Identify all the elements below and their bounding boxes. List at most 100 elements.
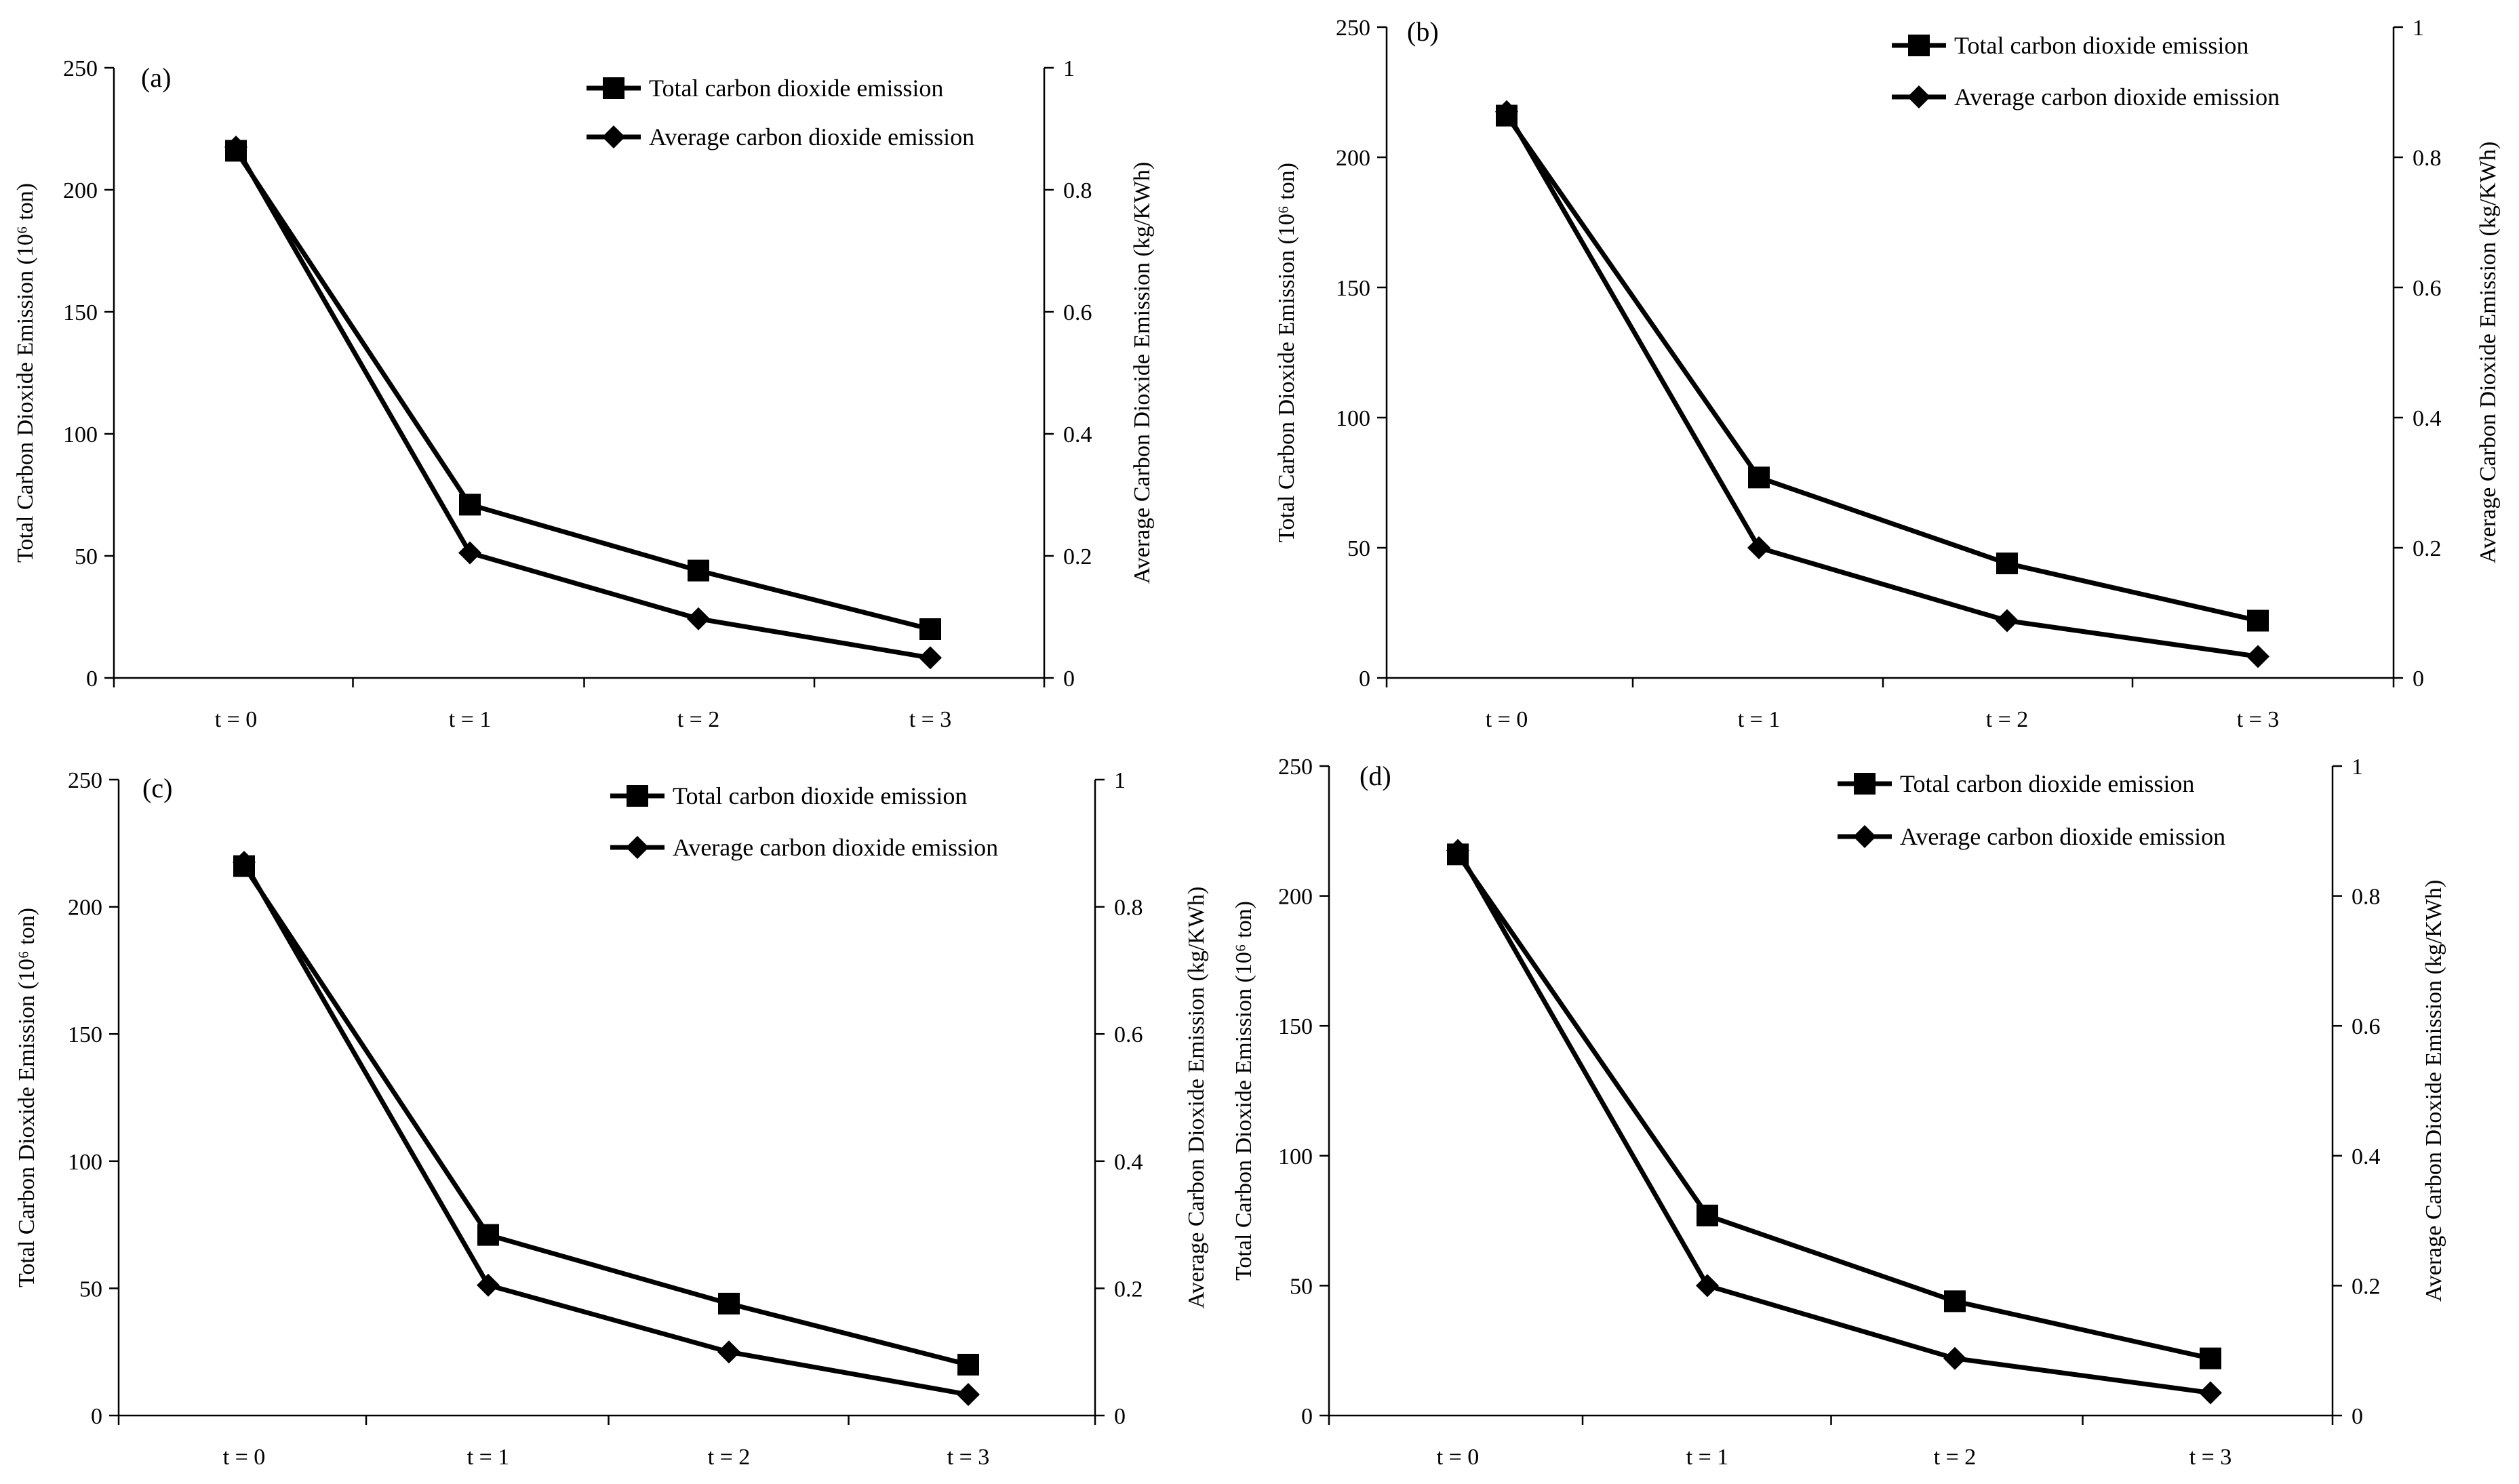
average-emission-point xyxy=(1943,1346,1966,1370)
total-emission-point xyxy=(477,1224,499,1246)
chart-panel-c: 0 50 100 150 200 250 0 0.2 0.4 0.6 0.8 1 t = 0 t = 1 t… xyxy=(14,768,1209,1470)
y-tick-label-left: 200 xyxy=(68,896,102,921)
y-tick-label-left: 250 xyxy=(68,768,102,793)
x-tick-label: t = 3 xyxy=(909,707,952,732)
y-tick-label-left: 200 xyxy=(1278,885,1313,910)
y-tick-label-right: 0.4 xyxy=(2413,406,2442,431)
y-tick-label-left: 150 xyxy=(63,300,98,325)
panel-label: (b) xyxy=(1407,16,1439,47)
total-emission-point xyxy=(688,559,709,582)
legend-diamond-marker xyxy=(1853,825,1876,848)
legend-square-marker xyxy=(627,785,648,807)
y-tick-label-right: 0.8 xyxy=(1063,178,1092,203)
total-emission-point xyxy=(1697,1204,1718,1226)
y-tick-label-right: 1 xyxy=(1063,56,1075,81)
legend-label: Total carbon dioxide emission xyxy=(1900,770,2194,797)
average-emission-point xyxy=(1446,839,1469,862)
y-tick-label-right: 0 xyxy=(1063,666,1075,691)
total-emission-line xyxy=(1505,114,2259,623)
total-emission-point xyxy=(2247,609,2269,632)
y-tick-label-left: 100 xyxy=(1336,406,1370,431)
legend-diamond-marker xyxy=(602,125,625,148)
y-tick-label-left: 0 xyxy=(86,666,98,691)
total-emission-line xyxy=(234,149,931,632)
y-tick-label-right: 0.8 xyxy=(2352,885,2381,910)
average-emission-point xyxy=(1996,609,2019,633)
x-tick-label: t = 3 xyxy=(947,1445,990,1470)
legend-label: Average carbon dioxide emission xyxy=(673,834,998,861)
x-tick-label: t = 2 xyxy=(1934,1445,1977,1470)
x-tick-label: t = 0 xyxy=(223,1445,266,1470)
y-tick-label-left: 200 xyxy=(1336,146,1370,171)
legend-label: Average carbon dioxide emission xyxy=(1900,823,2225,850)
y-tick-label-right: 0 xyxy=(2413,666,2424,691)
x-tick-label: t = 1 xyxy=(449,707,492,732)
y-tick-label-right: 0.2 xyxy=(2352,1274,2381,1299)
y-tick-label-left: 0 xyxy=(1301,1404,1313,1429)
y-tick-label-left: 0 xyxy=(1359,666,1370,691)
legend-square-marker xyxy=(1854,773,1876,795)
y-tick-label-right: 0.4 xyxy=(1063,422,1092,447)
chart-panel-b: 0 50 100 150 200 250 0 0.2 0.4 0.6 0.8 1 t = 0 t = 1 t… xyxy=(1274,16,2501,732)
y-tick-label-left: 100 xyxy=(1278,1144,1313,1169)
y-axis-title-right: Average Carbon Dioxide Emission (kg/KWh) xyxy=(2476,142,2501,564)
legend-square-marker xyxy=(603,77,624,99)
total-emission-point xyxy=(718,1292,740,1315)
legend-diamond-marker xyxy=(626,836,649,859)
y-tick-label-right: 0.4 xyxy=(1114,1150,1143,1175)
average-emission-point xyxy=(2199,1381,2222,1405)
y-tick-label-right: 0.6 xyxy=(1063,300,1092,325)
y-tick-label-right: 0.6 xyxy=(1114,1022,1143,1047)
y-tick-label-right: 0.8 xyxy=(1114,896,1143,921)
y-tick-label-left: 250 xyxy=(63,56,98,81)
average-emission-point xyxy=(1696,1274,1719,1298)
legend-label: Total carbon dioxide emission xyxy=(649,75,943,102)
legend-square-marker xyxy=(1908,35,1930,56)
chart-panel-a: 0 50 100 150 200 250 0 0.2 0.4 0.6 0.8 1 t = 0 t = 1 t… xyxy=(13,56,1155,732)
y-axis-title-right: Average Carbon Dioxide Emission (kg/KWh) xyxy=(2421,880,2446,1302)
y-axis-title-left: Total Carbon Dioxide Emission (10⁶ ton) xyxy=(1274,163,1299,542)
chart-panel-d: 0 50 100 150 200 250 0 0.2 0.4 0.6 0.8 1 t = 0 t = 1 t… xyxy=(1231,755,2446,1470)
x-tick-label: t = 1 xyxy=(467,1445,510,1470)
average-emission-point xyxy=(224,136,247,159)
average-emission-line xyxy=(1504,111,2259,659)
total-emission-point xyxy=(1944,1290,1966,1312)
y-tick-label-left: 150 xyxy=(68,1022,102,1047)
y-tick-label-left: 250 xyxy=(1278,755,1313,780)
total-emission-line xyxy=(242,864,969,1367)
x-tick-label: t = 2 xyxy=(1986,707,2029,732)
y-tick-label-right: 0.4 xyxy=(2352,1144,2381,1169)
y-tick-label-right: 0.2 xyxy=(1114,1277,1143,1302)
y-tick-label-right: 0.8 xyxy=(2413,146,2442,171)
y-tick-label-left: 100 xyxy=(63,422,98,447)
y-axis-title-right: Average Carbon Dioxide Emission (kg/KWh) xyxy=(1184,887,1209,1309)
y-tick-label-left: 200 xyxy=(63,178,98,203)
y-tick-label-left: 50 xyxy=(79,1277,102,1302)
x-tick-label: t = 1 xyxy=(1686,1445,1729,1470)
legend-label: Total carbon dioxide emission xyxy=(673,782,967,809)
x-tick-label: t = 3 xyxy=(2189,1445,2232,1470)
y-tick-label-right: 0 xyxy=(2352,1404,2363,1429)
average-emission-point xyxy=(233,850,256,874)
average-emission-line xyxy=(233,146,931,660)
y-tick-label-left: 50 xyxy=(75,544,98,569)
total-emission-point xyxy=(2200,1347,2221,1369)
average-emission-point xyxy=(477,1273,500,1297)
y-tick-label-left: 250 xyxy=(1336,16,1370,41)
y-tick-label-right: 0.6 xyxy=(2352,1014,2381,1039)
y-axis-title-left: Total Carbon Dioxide Emission (10⁶ ton) xyxy=(14,908,39,1287)
y-axis-title-right: Average Carbon Dioxide Emission (kg/KWh) xyxy=(1130,162,1155,584)
legend-label: Average carbon dioxide emission xyxy=(1954,83,2280,111)
y-axis-title-left: Total Carbon Dioxide Emission (10⁶ ton) xyxy=(13,183,38,563)
total-emission-point xyxy=(957,1353,979,1376)
panel-label: (d) xyxy=(1360,761,1391,791)
panel-label: (a) xyxy=(141,62,171,93)
average-emission-point xyxy=(1747,536,1770,559)
y-axis-title-left: Total Carbon Dioxide Emission (10⁶ ton) xyxy=(1231,901,1256,1281)
y-tick-label-left: 150 xyxy=(1278,1014,1313,1039)
average-emission-point xyxy=(717,1340,740,1364)
legend-label: Total carbon dioxide emission xyxy=(1954,32,2248,59)
legend-diamond-marker xyxy=(1907,85,1930,108)
panel-label: (c) xyxy=(142,773,172,803)
